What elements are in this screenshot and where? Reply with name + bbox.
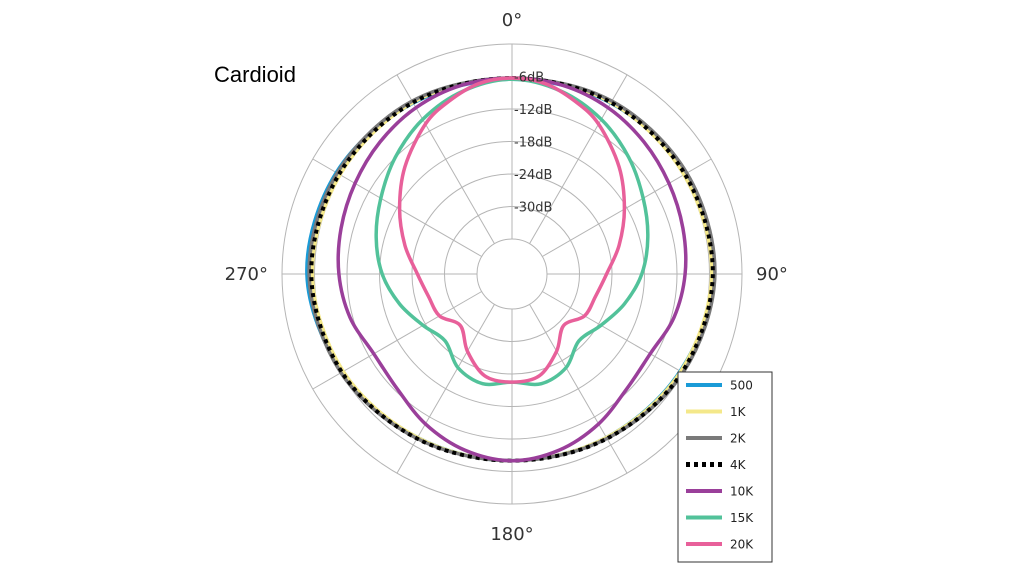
legend-label-500: 500 — [730, 379, 753, 393]
grid-spoke — [312, 291, 482, 390]
polar-grid — [281, 43, 743, 505]
grid-ring — [476, 238, 548, 310]
ring-label: -30dB — [514, 201, 552, 216]
ring-label: -24dB — [514, 168, 552, 183]
angle-label: 270° — [225, 264, 268, 285]
grid-spoke — [529, 304, 628, 474]
chart-title: Cardioid — [214, 62, 296, 87]
ring-labels: -6dB -12dB -18dB -24dB -30dB — [514, 71, 552, 216]
legend-label-15k: 15K — [730, 511, 754, 525]
legend: 500 1K 2K 4K 10K 15K 20K — [677, 371, 773, 563]
legend-label-1k: 1K — [730, 405, 747, 419]
series-line-10k — [336, 76, 688, 463]
series-line-20k — [397, 76, 627, 384]
legend-label-10k: 10K — [730, 485, 754, 499]
legend-label-2k: 2K — [730, 432, 747, 446]
series-layer — [305, 76, 717, 463]
angle-label: 180° — [490, 524, 533, 545]
legend-box — [677, 371, 773, 563]
grid-spoke — [396, 304, 495, 474]
ring-label: -12dB — [514, 103, 552, 118]
legend-label-4k: 4K — [730, 458, 747, 472]
angle-label: 0° — [502, 10, 522, 31]
ring-label: -18dB — [514, 136, 552, 151]
angle-label: 90° — [756, 264, 788, 285]
ring-label: -6dB — [514, 71, 544, 86]
legend-label-20k: 20K — [730, 538, 754, 552]
angle-labels: 0° 90° 180° 270° — [225, 10, 788, 545]
